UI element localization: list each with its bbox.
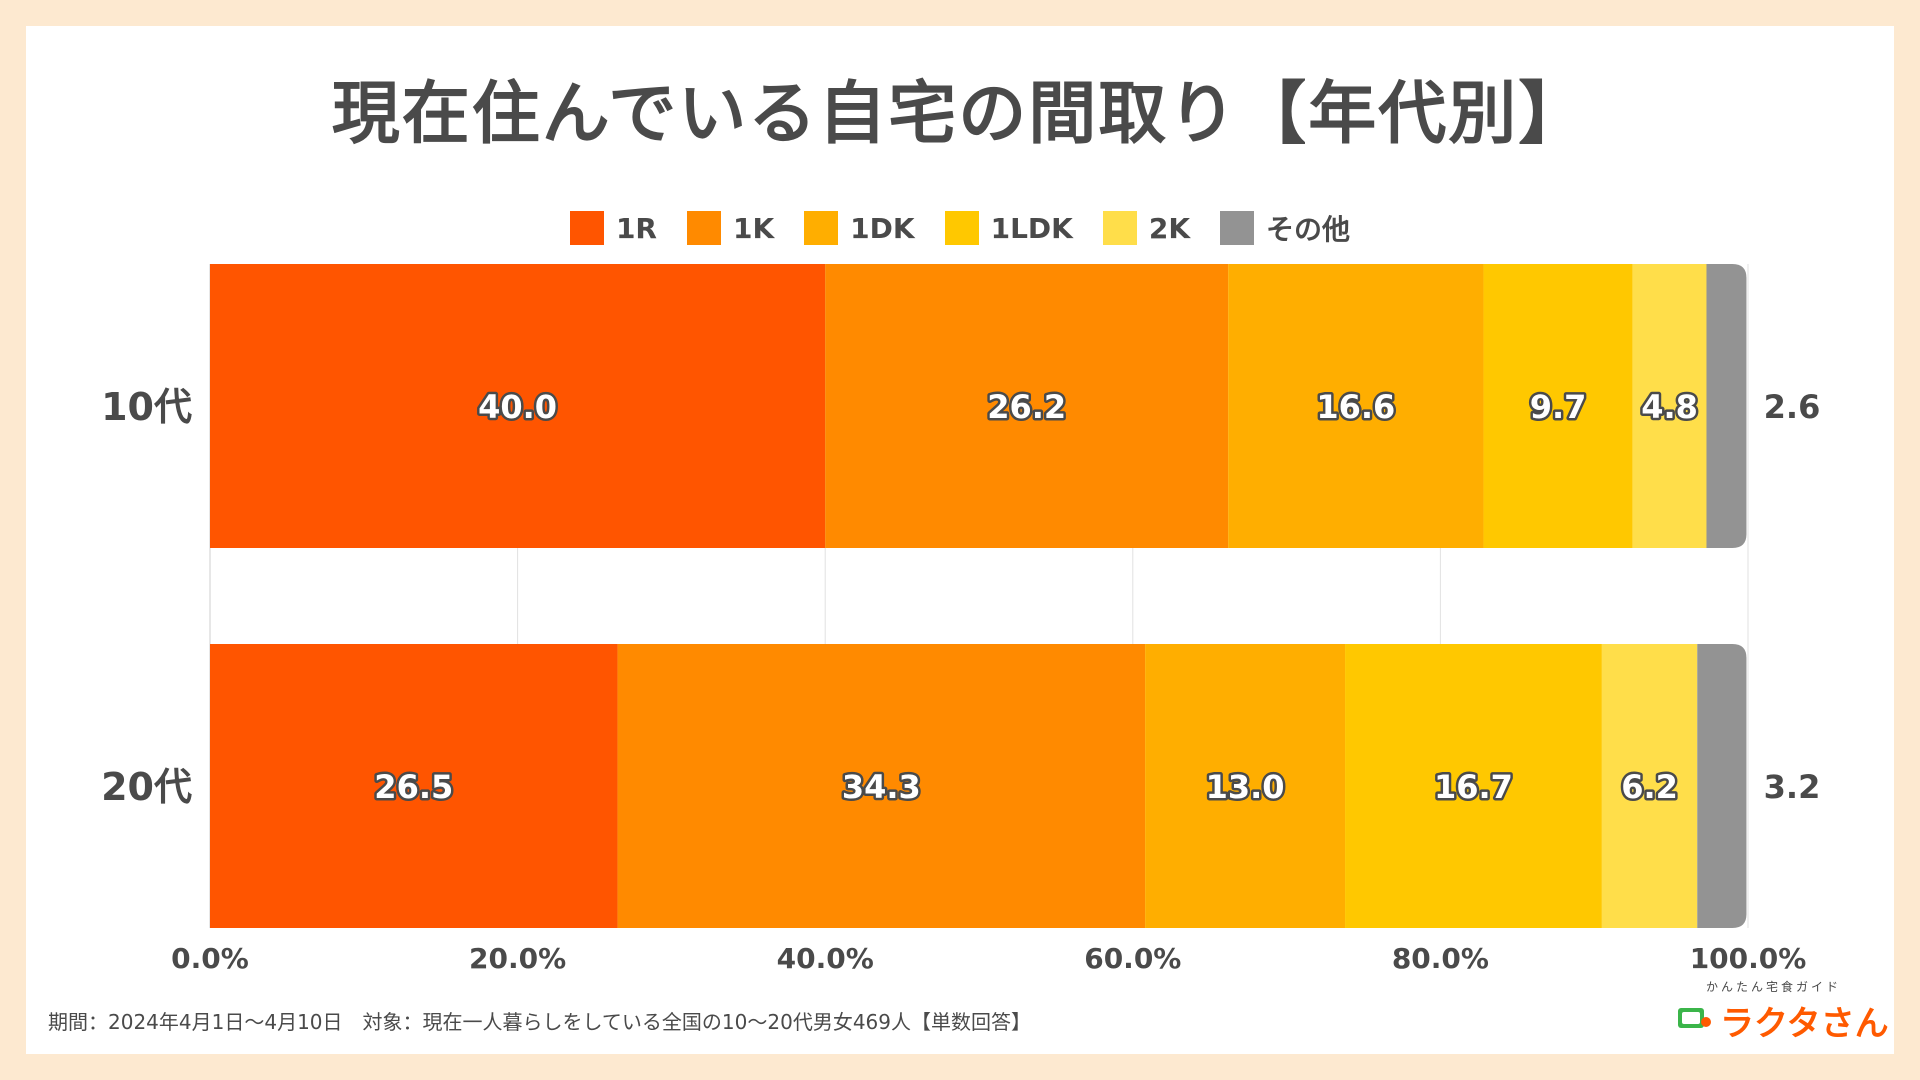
bar-segment	[1706, 264, 1747, 548]
data-label: 2.6	[1764, 388, 1821, 426]
x-tick-label: 100.0%	[1690, 942, 1807, 975]
x-tick-label: 80.0%	[1392, 942, 1489, 975]
legend-swatch	[1102, 211, 1137, 245]
bar-segment	[617, 644, 1146, 928]
legend-item: 1R	[569, 208, 657, 248]
legend-label: 1LDK	[990, 211, 1073, 245]
lunchbox-icon	[1678, 1008, 1711, 1028]
data-label: 6.2	[1621, 768, 1678, 806]
legend-swatch	[686, 211, 721, 245]
legend-label: 1DK	[850, 211, 915, 245]
data-label: 9.7	[1530, 388, 1587, 426]
bar-segment	[210, 264, 826, 548]
chart-title: 現在住んでいる自宅の間取り【年代別】	[331, 75, 1589, 154]
bar-segment	[1483, 264, 1633, 548]
data-label: 16.7	[1434, 768, 1513, 806]
bar-segment	[1697, 644, 1747, 928]
legend-item: 1K	[686, 208, 775, 248]
data-label: 26.5	[374, 768, 453, 806]
data-label: 3.2	[1764, 768, 1821, 806]
data-label: 13.0	[1206, 768, 1285, 806]
legend-swatch	[944, 211, 979, 245]
category-label: 20代	[101, 765, 192, 809]
data-label: 16.6	[1316, 388, 1395, 426]
legend-swatch	[1220, 211, 1255, 245]
legend-swatch	[569, 211, 604, 245]
bar-segment	[1145, 644, 1346, 928]
legend-label: 1K	[732, 211, 775, 245]
data-label: 4.8	[1641, 388, 1698, 426]
logo-subtitle: かんたん宅食ガイド	[1706, 980, 1842, 994]
legend-item: 1DK	[804, 208, 915, 248]
x-tick-label: 40.0%	[777, 942, 874, 975]
bar-segment	[1601, 644, 1698, 928]
legend-swatch	[804, 211, 839, 245]
legend-item: 1LDK	[944, 208, 1073, 248]
data-label: 26.2	[987, 388, 1066, 426]
data-label: 40.0	[478, 388, 557, 426]
bar-segment	[1345, 644, 1602, 928]
x-tick-label: 20.0%	[469, 942, 566, 975]
legend-label: 2K	[1148, 211, 1191, 245]
legend-label: 1R	[615, 211, 657, 245]
legend: 1R 1K 1DK 1LDK 2K その他	[0, 208, 1920, 248]
legend-item: その他	[1220, 208, 1350, 248]
x-tick-label: 60.0%	[1084, 942, 1181, 975]
legend-label: その他	[1266, 213, 1351, 246]
footnote: 期間：2024年4月1日〜4月10日 対象：現在一人暮らしをしている全国の10〜…	[48, 1010, 1031, 1034]
logo-name: ラクタさん	[1720, 1004, 1889, 1044]
bar-segment	[825, 264, 1229, 548]
bar-segment	[210, 644, 618, 928]
bar-segment	[1228, 264, 1484, 548]
bar-segment	[1632, 264, 1707, 548]
x-tick-label: 0.0%	[171, 942, 249, 975]
category-label: 10代	[101, 385, 192, 429]
data-label: 34.3	[842, 768, 921, 806]
legend-item: 2K	[1102, 208, 1191, 248]
